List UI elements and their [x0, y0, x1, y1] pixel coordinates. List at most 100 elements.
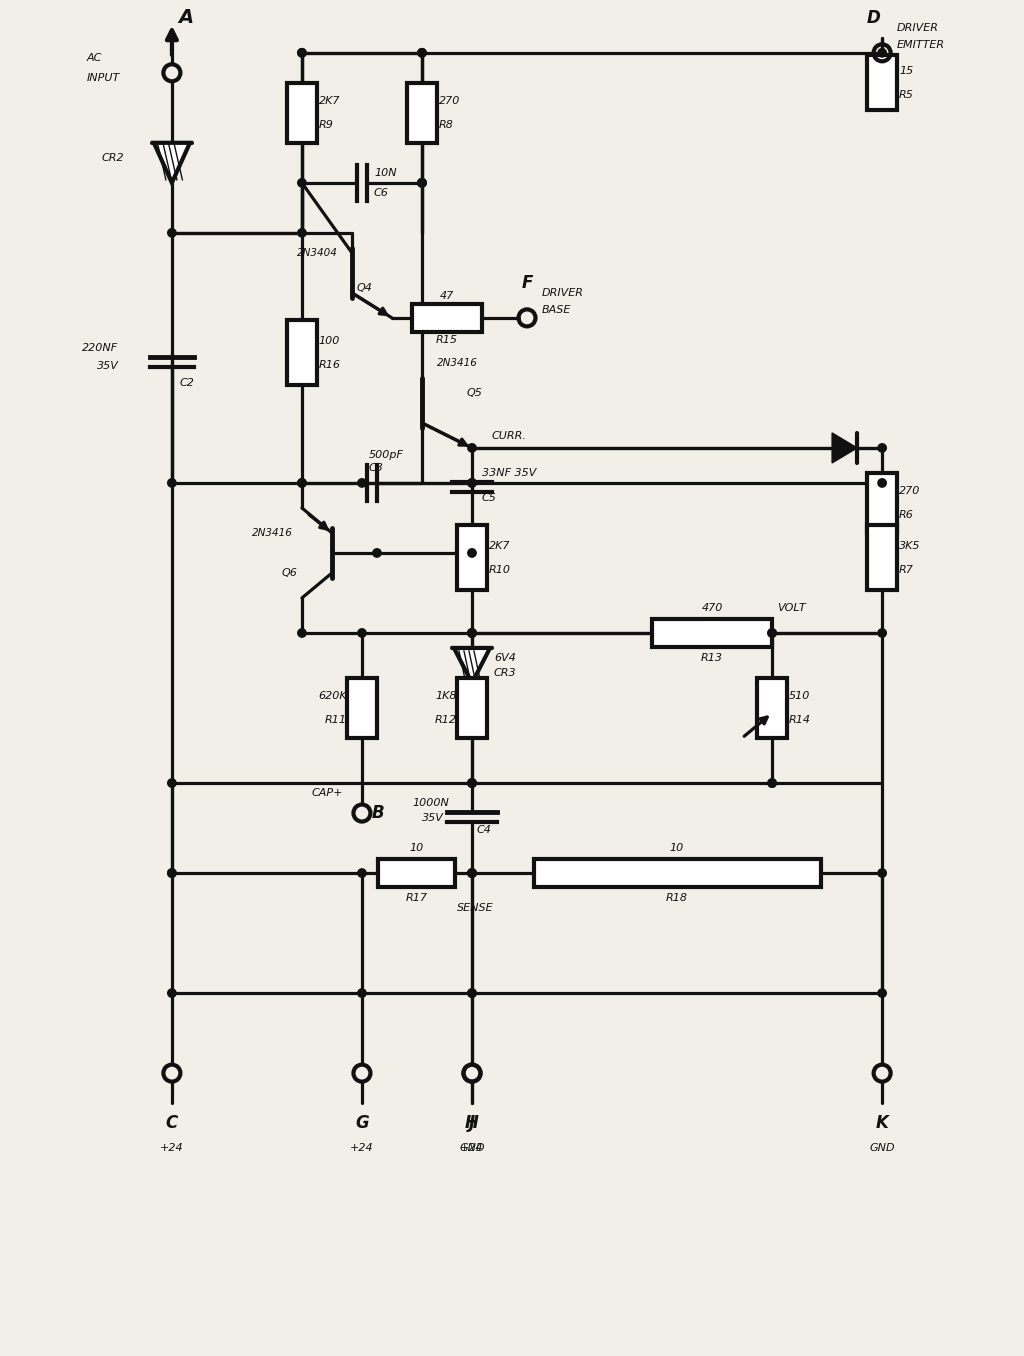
Bar [757, 678, 787, 738]
Circle shape [878, 443, 887, 452]
Text: R5: R5 [899, 89, 914, 100]
Circle shape [468, 989, 476, 997]
Text: BASE: BASE [542, 305, 571, 315]
Circle shape [357, 629, 367, 637]
Text: C2: C2 [180, 378, 195, 388]
Text: +24: +24 [350, 1143, 374, 1153]
Text: R7: R7 [899, 565, 914, 575]
Text: G: G [355, 1115, 369, 1132]
Circle shape [298, 49, 306, 57]
Text: D: D [867, 8, 881, 27]
Circle shape [878, 629, 887, 637]
Text: R13: R13 [701, 654, 723, 663]
Text: 220NF: 220NF [82, 343, 118, 353]
Polygon shape [154, 142, 189, 183]
Circle shape [357, 869, 367, 877]
Text: 15: 15 [899, 66, 913, 76]
Circle shape [168, 989, 176, 997]
Text: Q4: Q4 [357, 283, 373, 293]
Text: 47: 47 [440, 292, 454, 301]
Text: C5: C5 [482, 494, 497, 503]
Circle shape [468, 629, 476, 637]
Circle shape [768, 778, 776, 788]
Text: R15: R15 [436, 335, 458, 344]
Text: VOLT: VOLT [777, 603, 806, 613]
Text: F: F [522, 274, 534, 292]
Bar [652, 618, 772, 647]
Circle shape [468, 479, 476, 487]
Circle shape [298, 229, 306, 237]
Text: 2K7: 2K7 [318, 96, 340, 106]
Text: SENSE: SENSE [457, 903, 494, 913]
Bar [347, 678, 377, 738]
Circle shape [298, 629, 306, 637]
Text: 470: 470 [701, 603, 723, 613]
Text: GND: GND [869, 1143, 895, 1153]
Text: H: H [465, 1115, 479, 1132]
Text: 2N3416: 2N3416 [252, 527, 293, 538]
Text: J: J [469, 1115, 475, 1132]
Circle shape [298, 179, 306, 187]
Text: 100: 100 [318, 336, 340, 346]
Bar [412, 304, 482, 332]
Text: 1K8: 1K8 [435, 692, 457, 701]
Circle shape [878, 869, 887, 877]
Text: R16: R16 [318, 359, 341, 370]
Circle shape [468, 549, 476, 557]
Text: R18: R18 [666, 894, 688, 903]
Text: R8: R8 [439, 119, 454, 130]
Text: 33NF 35V: 33NF 35V [482, 468, 537, 477]
Bar [407, 83, 437, 142]
Bar [379, 860, 456, 887]
Text: 270: 270 [899, 485, 921, 496]
Circle shape [468, 989, 476, 997]
Text: R9: R9 [318, 119, 334, 130]
Text: R17: R17 [406, 894, 428, 903]
Bar [867, 473, 897, 533]
Circle shape [357, 479, 367, 487]
Text: R12: R12 [435, 715, 457, 725]
Text: R11: R11 [325, 715, 347, 725]
Circle shape [468, 443, 476, 452]
Circle shape [418, 179, 426, 187]
Bar [287, 83, 317, 142]
Text: Q5: Q5 [467, 388, 483, 397]
Circle shape [418, 179, 426, 187]
Circle shape [298, 49, 306, 57]
Text: 35V: 35V [422, 814, 443, 823]
Circle shape [168, 479, 176, 487]
Circle shape [468, 479, 476, 487]
Circle shape [468, 869, 476, 877]
Circle shape [468, 778, 476, 788]
Bar [867, 56, 897, 110]
Circle shape [768, 629, 776, 637]
Text: 10: 10 [670, 843, 684, 853]
Text: 500pF: 500pF [369, 450, 403, 460]
Text: C4: C4 [477, 824, 492, 835]
Text: 2K7: 2K7 [489, 541, 511, 551]
Circle shape [168, 778, 176, 788]
Text: B: B [372, 804, 385, 822]
Text: 3K5: 3K5 [899, 541, 921, 551]
Text: C3: C3 [369, 462, 384, 473]
Circle shape [878, 49, 887, 57]
Circle shape [468, 869, 476, 877]
Text: CAP+: CAP+ [312, 788, 343, 799]
Text: C: C [166, 1115, 178, 1132]
Polygon shape [454, 648, 490, 683]
Circle shape [468, 778, 476, 788]
Circle shape [298, 479, 306, 487]
Text: DRIVER: DRIVER [542, 287, 584, 298]
Circle shape [468, 869, 476, 877]
Bar [457, 678, 487, 738]
Text: 6V4: 6V4 [494, 654, 516, 663]
Text: Q6: Q6 [282, 568, 298, 578]
Text: 510: 510 [790, 692, 810, 701]
Text: GND: GND [459, 1143, 484, 1153]
Text: 35V: 35V [97, 361, 119, 372]
Circle shape [768, 629, 776, 637]
Circle shape [418, 179, 426, 187]
Text: CR3: CR3 [494, 669, 517, 678]
Circle shape [298, 479, 306, 487]
Circle shape [878, 989, 887, 997]
